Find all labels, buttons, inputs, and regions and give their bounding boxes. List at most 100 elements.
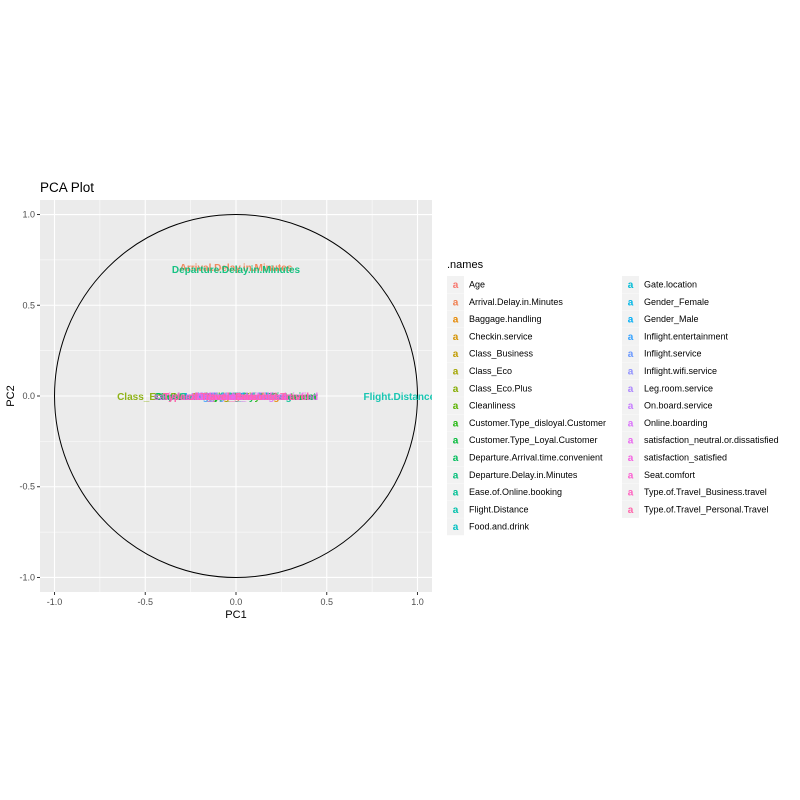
legend-label: Type.of.Travel_Business.travel bbox=[644, 487, 767, 497]
legend-label: Cleanliness bbox=[469, 401, 516, 411]
variable-label: Flight.Distance bbox=[363, 392, 435, 403]
legend-key-glyph: a bbox=[453, 315, 459, 326]
legend-label: Ease.of.Online.booking bbox=[469, 487, 562, 497]
y-tick-label: 0.0 bbox=[22, 391, 35, 401]
legend-label: Checkin.service bbox=[469, 331, 533, 341]
legend-item: a Flight.Distance bbox=[447, 500, 529, 518]
legend-label: On.board.service bbox=[644, 401, 713, 411]
legend-item: a Food.and.drink bbox=[447, 518, 530, 536]
legend-label: Arrival.Delay.in.Minutes bbox=[469, 297, 563, 307]
variable-label: satisfaction_neutral.or.dissatisfied bbox=[154, 392, 319, 403]
legend-key-glyph: a bbox=[628, 384, 634, 395]
legend-label: satisfaction_neutral.or.dissatisfied bbox=[644, 435, 779, 445]
legend-key bbox=[447, 327, 464, 345]
legend-label: Online.boarding bbox=[644, 418, 708, 428]
legend-label: Leg.room.service bbox=[644, 383, 713, 393]
legend-item: a Class_Eco bbox=[447, 362, 512, 380]
x-tick-label: 0.0 bbox=[230, 597, 243, 607]
legend-label: Gender_Female bbox=[644, 297, 709, 307]
legend-key bbox=[447, 500, 464, 518]
x-tick-label: -0.5 bbox=[138, 597, 154, 607]
legend-item: a Class_Eco.Plus bbox=[447, 379, 533, 397]
legend-item: a Online.boarding bbox=[622, 414, 708, 432]
legend-key-glyph: a bbox=[453, 401, 459, 412]
legend-key bbox=[622, 293, 639, 311]
variable-label: Customer.Type_disloyal.Customer bbox=[154, 392, 318, 403]
variable-label: On.board.service bbox=[195, 392, 277, 403]
legend-item: a Inflight.entertainment bbox=[622, 327, 729, 345]
variable-label: Gate.location bbox=[204, 392, 267, 403]
x-axis: -1.0 -0.5 0.0 0.5 1.0 bbox=[47, 592, 424, 607]
legend-key-glyph: a bbox=[628, 297, 634, 308]
legend-item: a satisfaction_satisfied bbox=[622, 449, 727, 466]
legend-key bbox=[447, 276, 464, 293]
legend-key-glyph: a bbox=[628, 401, 634, 412]
legend-label: Food.and.drink bbox=[469, 522, 530, 532]
legend-key bbox=[447, 310, 464, 328]
legend-label: Gate.location bbox=[644, 280, 697, 290]
legend-key-glyph: a bbox=[628, 418, 634, 429]
legend-key bbox=[447, 449, 464, 466]
variable-label: Class_Business bbox=[198, 392, 275, 403]
variable-label: Leg.room.service bbox=[195, 392, 278, 403]
legend-item: a Customer.Type_disloyal.Customer bbox=[447, 414, 606, 432]
legend-item: a Seat.comfort bbox=[622, 466, 696, 484]
legend-key-glyph: a bbox=[628, 280, 634, 291]
legend-key-glyph: a bbox=[628, 453, 634, 464]
legend-key-glyph: a bbox=[453, 367, 459, 378]
x-tick-label: 1.0 bbox=[411, 597, 424, 607]
legend-label: Class_Business bbox=[469, 349, 534, 359]
legend-key-glyph: a bbox=[453, 418, 459, 429]
x-axis-title: PC1 bbox=[225, 609, 246, 621]
variable-label: Class_Eco bbox=[211, 392, 262, 403]
legend-key-glyph: a bbox=[628, 367, 634, 378]
legend-label: Gender_Male bbox=[644, 314, 699, 324]
variable-label: Departure.Delay.in.Minutes bbox=[172, 265, 301, 276]
legend-key bbox=[622, 466, 639, 484]
legend-label: Seat.comfort bbox=[644, 470, 696, 480]
legend-label: Inflight.service bbox=[644, 349, 702, 359]
legend-key bbox=[447, 379, 464, 397]
legend-item: a Checkin.service bbox=[447, 327, 533, 345]
legend-key bbox=[447, 397, 464, 415]
legend-label: Flight.Distance bbox=[469, 504, 529, 514]
legend-key bbox=[622, 449, 639, 466]
legend-label: Type.of.Travel_Personal.Travel bbox=[644, 504, 768, 514]
x-tick-label: 0.5 bbox=[320, 597, 333, 607]
legend-key bbox=[622, 483, 639, 501]
legend-label: Class_Eco.Plus bbox=[469, 383, 533, 393]
legend-key-glyph: a bbox=[453, 280, 459, 291]
legend-key-glyph: a bbox=[453, 384, 459, 395]
variable-label: Inflight.entertainment bbox=[185, 392, 288, 403]
legend-item: a Customer.Type_Loyal.Customer bbox=[447, 431, 598, 449]
legend-key bbox=[447, 414, 464, 432]
legend-label: Age bbox=[469, 280, 485, 290]
variable-label: Seat.comfort bbox=[205, 392, 267, 403]
legend-item: a Ease.of.Online.booking bbox=[447, 483, 562, 501]
variable-label: Departure.Arrival.time.convenient bbox=[156, 392, 317, 403]
legend-key bbox=[447, 518, 464, 536]
legend-label: Baggage.handling bbox=[469, 314, 542, 324]
variable-label: Food.and.drink bbox=[200, 392, 273, 403]
x-tick-label: -1.0 bbox=[47, 597, 63, 607]
legend-item: a Baggage.handling bbox=[447, 310, 542, 328]
legend-item: a Inflight.wifi.service bbox=[622, 362, 717, 380]
legend-item: a Arrival.Delay.in.Minutes bbox=[447, 293, 563, 311]
legend-key-glyph: a bbox=[453, 505, 459, 516]
legend-label: Departure.Arrival.time.convenient bbox=[469, 453, 603, 463]
legend-key bbox=[622, 500, 639, 518]
legend-key-glyph: a bbox=[453, 297, 459, 308]
variable-labels: Age Arrival.Delay.in.Minutes Baggage.handl… bbox=[117, 263, 435, 403]
legend-item: a Gate.location bbox=[622, 276, 697, 293]
variable-label: Type.of.Travel_Personal.Travel bbox=[163, 392, 309, 403]
variable-label: Customer.Type_Loyal.Customer bbox=[160, 392, 313, 403]
legend-key bbox=[447, 362, 464, 380]
legend-item: a Gender_Female bbox=[622, 293, 709, 311]
legend-item: a Type.of.Travel_Business.travel bbox=[622, 483, 767, 501]
legend-key bbox=[622, 414, 639, 432]
variable-label: Age bbox=[227, 392, 246, 403]
variable-label: Baggage.handling bbox=[193, 392, 280, 403]
legend-key-glyph: a bbox=[628, 436, 634, 447]
legend-key-glyph: a bbox=[628, 505, 634, 516]
chart-title: PCA Plot bbox=[40, 180, 94, 195]
